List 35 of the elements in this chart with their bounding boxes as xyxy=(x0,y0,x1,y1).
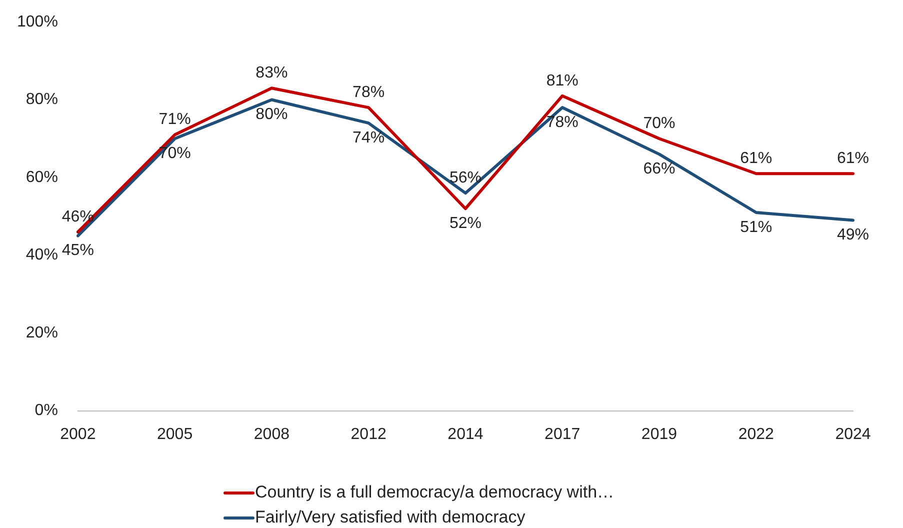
x-tick-label: 2022 xyxy=(738,426,774,443)
data-label: 46% xyxy=(62,208,94,226)
data-label: 52% xyxy=(449,215,482,232)
legend-label: Country is a full democracy/a democracy with… xyxy=(255,482,614,502)
data-label: 56% xyxy=(449,169,482,186)
x-tick-label: 2002 xyxy=(60,426,96,443)
data-label: 83% xyxy=(256,64,288,82)
x-tick-label: 2012 xyxy=(350,426,386,443)
legend-label: Fairly/Very satisfied with democracy xyxy=(255,508,526,527)
data-label: 45% xyxy=(62,242,94,260)
x-tick-label: 2019 xyxy=(641,426,678,443)
data-label: 70% xyxy=(643,115,676,132)
x-tick-label: 2005 xyxy=(157,426,193,443)
data-label: 70% xyxy=(158,145,191,162)
data-label: 80% xyxy=(256,106,288,124)
data-label: 61% xyxy=(740,150,772,168)
data-label: 66% xyxy=(643,160,676,178)
data-label: 61% xyxy=(836,150,870,168)
x-tick-label: 2017 xyxy=(544,426,580,443)
data-label: 71% xyxy=(158,111,191,128)
y-tick-label: 20% xyxy=(26,324,58,342)
y-tick-label: 60% xyxy=(26,168,58,186)
data-label: 81% xyxy=(546,72,578,90)
y-tick-label: 100% xyxy=(17,13,58,30)
x-tick-label: 2014 xyxy=(448,426,484,443)
x-tick-label: 2008 xyxy=(254,426,290,443)
data-label: 49% xyxy=(836,226,870,244)
data-label: 51% xyxy=(740,218,772,236)
data-label: 78% xyxy=(546,114,578,131)
data-label: 74% xyxy=(352,129,385,146)
y-tick-label: 80% xyxy=(26,91,58,108)
data-label: 78% xyxy=(352,84,385,101)
y-tick-label: 0% xyxy=(34,402,58,420)
x-tick-label: 2024 xyxy=(835,426,871,443)
y-tick-label: 40% xyxy=(26,246,58,264)
